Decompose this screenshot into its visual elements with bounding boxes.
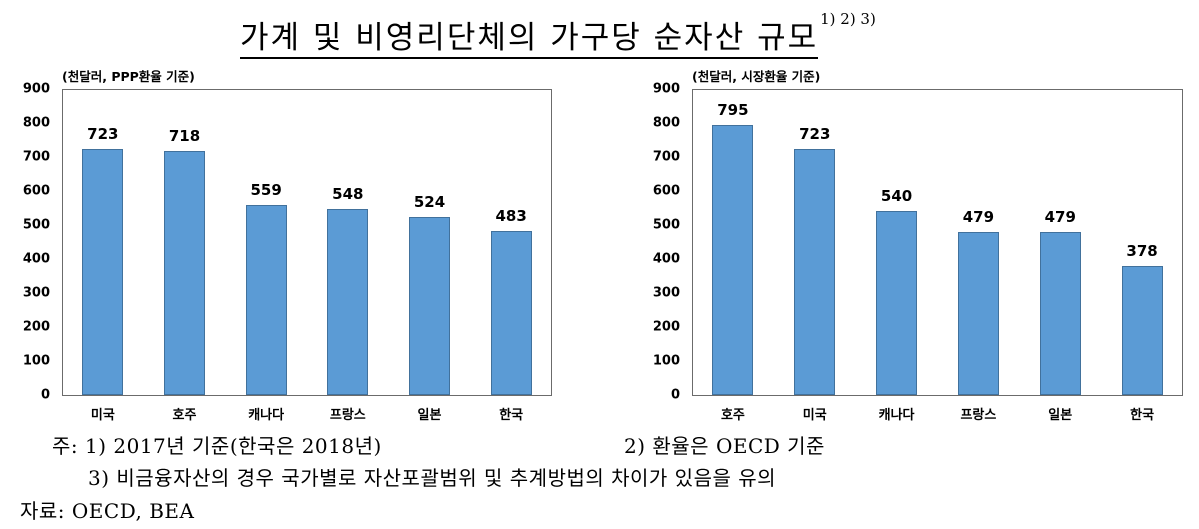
bar (490, 230, 532, 395)
y-tick-label: 900 (652, 81, 680, 97)
bar-value-label: 524 (413, 192, 446, 211)
bar (1121, 266, 1163, 395)
chart-title: 가계 및 비영리단체의 가구당 순자산 규모1) 2) 3) (240, 10, 876, 59)
bar (409, 216, 450, 395)
y-tick-label: 800 (652, 115, 680, 131)
x-category-label: 한국 (1130, 408, 1155, 423)
y-tick-label: 900 (22, 81, 50, 97)
y-tick-label: 700 (652, 149, 680, 165)
y-tick-label: 600 (22, 183, 50, 199)
bar-value-label: 479 (1044, 208, 1076, 227)
unit-label: (천달러, PPP환율 기준) (62, 69, 195, 84)
y-tick-label: 200 (22, 319, 50, 335)
x-category-label: 미국 (802, 408, 827, 423)
bar-value-label: 718 (168, 126, 201, 145)
x-category-label: 한국 (499, 408, 524, 423)
bar-value-label: 795 (717, 100, 749, 119)
plot-area (62, 89, 552, 396)
x-category-label: 일본 (417, 408, 442, 423)
y-tick-label: 400 (22, 251, 50, 267)
bar-value-label: 559 (250, 180, 282, 199)
y-tick-label: 700 (22, 149, 50, 165)
bar-value-label: 479 (962, 208, 995, 227)
y-tick-label: 800 (22, 115, 50, 131)
bar (164, 150, 205, 395)
bar (712, 124, 754, 395)
footnote-3: 3) 비금융자산의 경우 국가별로 자산포괄범위 및 추계방법의 차이가 있음을… (88, 466, 777, 490)
footnote-2: 2) 환율은 OECD 기준 (624, 434, 825, 458)
x-category-label: 프랑스 (329, 408, 366, 423)
y-tick-label: 500 (652, 217, 680, 233)
y-tick-label: 0 (40, 387, 50, 403)
y-tick-label: 300 (652, 285, 680, 301)
x-category-label: 미국 (90, 408, 115, 423)
chart-title-main: 가계 및 비영리단체의 가구당 순자산 규모 (240, 20, 819, 59)
y-tick-label: 400 (652, 251, 680, 267)
bar (794, 149, 836, 395)
x-category-label: 캐나다 (248, 408, 285, 423)
y-tick-label: 600 (652, 183, 680, 199)
y-tick-label: 500 (22, 217, 50, 233)
bar (1039, 232, 1081, 395)
x-category-label: 호주 (720, 408, 745, 423)
chart-title-footnote-refs: 1) 2) 3) (820, 10, 876, 28)
plot-area (692, 89, 1183, 396)
bar-value-label: 378 (1126, 242, 1158, 261)
footnote-1: 주: 1) 2017년 기준(한국은 2018년) (52, 434, 382, 458)
bar-value-label: 723 (87, 125, 119, 144)
bar-value-label: 723 (799, 125, 831, 144)
bar-value-label: 540 (880, 187, 913, 206)
bar (876, 211, 918, 395)
y-tick-label: 100 (652, 353, 680, 369)
y-tick-label: 0 (670, 387, 680, 403)
x-category-label: 일본 (1048, 408, 1073, 423)
bar (327, 208, 369, 395)
x-category-label: 캐나다 (878, 408, 915, 423)
y-tick-label: 200 (652, 319, 680, 335)
bar-value-label: 548 (332, 184, 364, 203)
y-tick-label: 100 (22, 353, 50, 369)
source-note: 자료: OECD, BEA (20, 499, 195, 523)
y-tick-label: 300 (22, 285, 50, 301)
bar (82, 149, 124, 395)
x-category-label: 프랑스 (960, 408, 997, 423)
bar-value-label: 483 (495, 206, 527, 225)
bar (957, 232, 999, 395)
x-category-label: 호주 (172, 408, 197, 423)
bar (245, 204, 287, 395)
unit-label: (천달러, 시장환율 기준) (692, 69, 821, 84)
